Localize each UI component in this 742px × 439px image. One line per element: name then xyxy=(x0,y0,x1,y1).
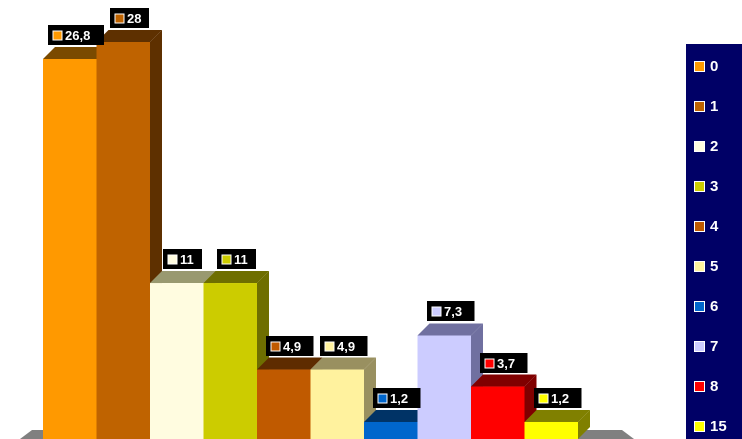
legend-swatch xyxy=(694,380,705,392)
data-label-swatch xyxy=(167,254,178,265)
legend-item-2: 2 xyxy=(694,136,718,156)
bar-15 xyxy=(524,409,590,439)
legend-swatch xyxy=(694,300,705,312)
legend-item-15: 15 xyxy=(694,416,727,436)
data-label-15: 1,2 xyxy=(534,388,582,408)
bar-side-15 xyxy=(578,409,590,439)
bar-front-5 xyxy=(310,369,364,439)
bar-top-5 xyxy=(310,357,376,370)
data-label-1: 28 xyxy=(110,8,149,28)
bar-5 xyxy=(310,357,376,439)
bar-front-6 xyxy=(364,421,418,439)
data-label-6: 1,2 xyxy=(373,388,421,408)
bar-8 xyxy=(471,374,537,439)
bar-front-1 xyxy=(96,42,150,439)
data-label-swatch xyxy=(114,13,125,24)
data-label-5: 4,9 xyxy=(320,336,368,356)
data-label-7: 7,3 xyxy=(427,301,475,321)
data-labels-group: 26,8 28 11 11 4,9 4,9 1,2 7,3 3,7 1,2 xyxy=(48,8,582,408)
legend-label: 6 xyxy=(710,297,719,315)
bar-top-4 xyxy=(257,357,323,370)
legend-item-0: 0 xyxy=(694,56,718,76)
legend-label: 0 xyxy=(710,57,719,75)
bar-front-0 xyxy=(43,59,97,439)
bars-group xyxy=(43,30,590,439)
data-label-value: 1,2 xyxy=(390,391,408,406)
data-label-value: 28 xyxy=(127,11,141,26)
data-label-swatch xyxy=(484,358,495,369)
legend-swatch xyxy=(694,100,705,112)
bar-top-15 xyxy=(524,409,590,422)
bar-front-8 xyxy=(471,386,525,439)
data-label-swatch xyxy=(377,393,388,404)
bar-4 xyxy=(257,357,323,439)
legend-label: 7 xyxy=(710,337,719,355)
legend-item-1: 1 xyxy=(694,96,718,116)
bar-front-7 xyxy=(417,335,471,439)
data-label-value: 26,8 xyxy=(65,28,90,43)
bar-top-2 xyxy=(150,271,216,284)
bar-top-7 xyxy=(417,323,483,336)
data-label-value: 1,2 xyxy=(551,391,569,406)
data-label-value: 4,9 xyxy=(283,339,301,354)
legend-swatch xyxy=(694,340,705,352)
data-label-value: 11 xyxy=(234,252,248,267)
bar-top-0 xyxy=(43,47,109,60)
data-label-2: 11 xyxy=(163,249,202,269)
data-label-8: 3,7 xyxy=(480,353,528,373)
legend-item-4: 4 xyxy=(694,216,718,236)
legend: 0 1 2 3 4 5 6 7 8 15 xyxy=(686,44,742,439)
data-label-swatch xyxy=(52,30,63,41)
bar-1 xyxy=(96,30,162,439)
legend-swatch xyxy=(694,60,705,72)
data-label-value: 4,9 xyxy=(337,339,355,354)
legend-item-6: 6 xyxy=(694,296,718,316)
legend-label: 15 xyxy=(710,417,727,435)
legend-swatch xyxy=(694,420,705,432)
data-label-swatch xyxy=(221,254,232,265)
bar-top-8 xyxy=(471,374,537,387)
data-label-swatch xyxy=(270,341,281,352)
legend-swatch xyxy=(694,220,705,232)
data-label-value: 7,3 xyxy=(444,304,462,319)
legend-item-3: 3 xyxy=(694,176,718,196)
data-label-swatch xyxy=(324,341,335,352)
bar-top-6 xyxy=(364,409,430,422)
data-label-3: 11 xyxy=(217,249,256,269)
data-label-swatch xyxy=(431,306,442,317)
data-label-0: 26,8 xyxy=(48,25,104,45)
bar-front-15 xyxy=(524,421,578,439)
bar-top-3 xyxy=(203,271,269,284)
data-label-value: 3,7 xyxy=(497,356,515,371)
data-label-swatch xyxy=(538,393,549,404)
bar-front-4 xyxy=(257,369,311,439)
legend-swatch xyxy=(694,260,705,272)
data-label-value: 11 xyxy=(180,252,194,267)
legend-label: 5 xyxy=(710,257,719,275)
bar-top-1 xyxy=(96,30,162,42)
legend-label: 1 xyxy=(710,97,719,115)
legend-label: 8 xyxy=(710,377,719,395)
legend-item-7: 7 xyxy=(694,336,718,356)
legend-swatch xyxy=(694,140,705,152)
legend-label: 2 xyxy=(710,137,719,155)
legend-item-8: 8 xyxy=(694,376,718,396)
legend-item-5: 5 xyxy=(694,256,718,276)
data-label-4: 4,9 xyxy=(266,336,314,356)
bar-front-2 xyxy=(150,283,204,439)
bar-front-3 xyxy=(203,283,257,439)
legend-label: 3 xyxy=(710,177,719,195)
legend-swatch xyxy=(694,180,705,192)
legend-label: 4 xyxy=(710,217,719,235)
